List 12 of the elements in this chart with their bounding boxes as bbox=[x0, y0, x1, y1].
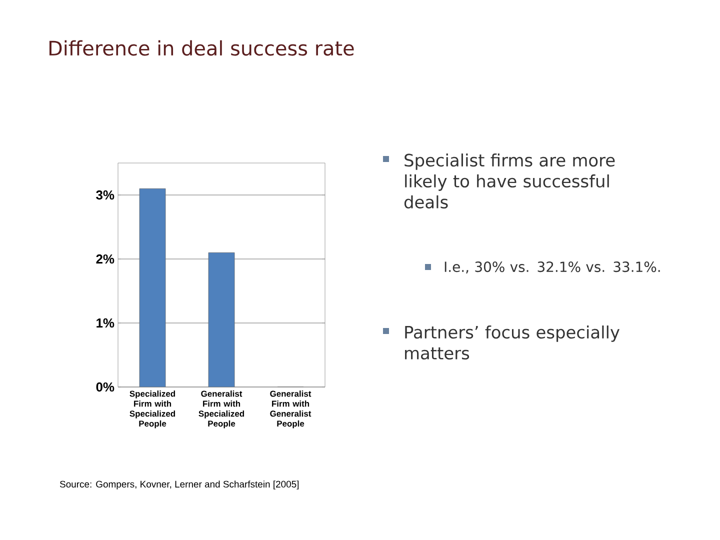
text: I.e., 30% vs. 32.1% vs. 33.1%. bbox=[444, 262, 660, 274]
x-tick-label: Specialized Firm with Specialized People bbox=[130, 390, 176, 428]
chart-title: Difference in deal success rate bbox=[49, 40, 354, 56]
y-tick-label: 2% bbox=[96, 254, 114, 264]
text: Partners’ focus especially matters bbox=[405, 326, 620, 360]
text: Specialist firms are more likely to have successful deals bbox=[404, 154, 615, 208]
y-tick-label: 0% bbox=[96, 382, 114, 392]
x-tick-label: Generalist Firm with Generalist People bbox=[270, 390, 312, 428]
source-note: Source: Gompers, Kovner, Lerner and Scharfstein [2005] bbox=[60, 480, 299, 490]
y-tick-label: 3% bbox=[96, 190, 114, 200]
y-tick-label: 1% bbox=[96, 318, 114, 328]
x-tick-label: Generalist Firm with Specialized People bbox=[198, 390, 244, 428]
